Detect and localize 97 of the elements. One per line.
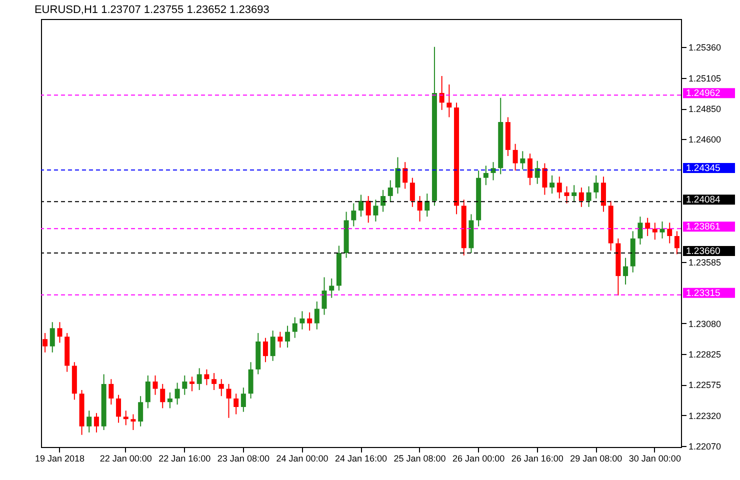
x-tick-label: 25 Jan 08:00 <box>394 454 446 464</box>
candlestick <box>652 222 658 240</box>
x-tick-label: 26 Jan 00:00 <box>452 454 505 464</box>
candlestick <box>50 322 55 353</box>
chart-title: EURUSD,H1 1.23707 1.23755 1.23652 1.23693 <box>34 4 270 16</box>
candlestick <box>240 387 246 412</box>
candlestick <box>572 184 577 203</box>
x-tick-label: 19 Jan 2018 <box>34 454 85 464</box>
y-tick-label: 1.23080 <box>688 318 722 329</box>
x-tick-label: 24 Jan 16:00 <box>334 454 388 464</box>
candlestick <box>196 368 202 391</box>
candlestick <box>190 376 194 392</box>
candlestick <box>234 393 239 415</box>
candlestick <box>307 312 312 332</box>
candlestick <box>528 153 532 186</box>
candlestick <box>358 194 364 218</box>
candlestick <box>490 162 496 181</box>
candlestick <box>285 325 290 348</box>
candlestick <box>402 162 408 190</box>
ref-line-label: 1.24084 <box>686 194 720 206</box>
candlestick <box>366 196 371 224</box>
candlestick <box>424 193 430 218</box>
y-tick-label: 1.25360 <box>688 42 722 52</box>
candlestick <box>417 196 422 222</box>
y-tick-label: 1.24850 <box>688 104 722 114</box>
candlestick <box>446 84 452 118</box>
candlestick <box>138 396 144 427</box>
ref-line-label: 1.24345 <box>686 162 720 174</box>
x-tick-label: 22 Jan 16:00 <box>158 454 211 464</box>
candlestick <box>94 412 99 433</box>
x-tick-label: 22 Jan 00:00 <box>100 454 152 464</box>
candlestick <box>373 199 378 222</box>
candlestick <box>278 331 283 348</box>
candlestick <box>556 176 562 199</box>
ref-line-label: 1.23861 <box>686 222 720 233</box>
candlestick <box>212 372 217 391</box>
y-tick-label: 1.22575 <box>688 380 722 390</box>
candlestick <box>542 162 548 196</box>
candlestick <box>674 230 680 255</box>
candlestick <box>292 316 298 338</box>
candlestick <box>395 156 400 194</box>
candlestick <box>550 174 555 194</box>
candlestick <box>645 217 650 237</box>
candlestick <box>226 383 232 418</box>
candlestick <box>174 382 180 406</box>
candlestick <box>578 187 584 208</box>
candlestick <box>123 410 128 426</box>
candlestick <box>270 330 276 362</box>
candlestick <box>351 202 356 227</box>
candlestick <box>638 216 643 246</box>
candlestick <box>182 374 188 396</box>
x-tick-label: 30 Jan 00:00 <box>628 454 681 464</box>
candlestick <box>512 143 518 172</box>
candlestick <box>520 150 526 170</box>
candlestick <box>594 174 599 199</box>
candlestick <box>86 410 92 433</box>
candlestick <box>322 276 327 316</box>
candlestick <box>262 337 268 363</box>
x-tick-label: 29 Jan 08:00 <box>570 454 622 464</box>
candlestick <box>167 392 172 409</box>
candlestick <box>145 374 150 409</box>
candlestick <box>152 374 158 396</box>
candlestick <box>660 220 665 239</box>
ref-line-label: 1.24962 <box>686 88 720 100</box>
candlestick <box>439 75 444 110</box>
candlestick <box>410 177 415 208</box>
y-tick-label: 1.23585 <box>688 258 722 268</box>
y-tick-label: 1.22070 <box>688 441 722 452</box>
candlestick <box>314 301 320 330</box>
candlestick <box>116 394 122 424</box>
candlestick <box>57 322 62 344</box>
candlestick <box>329 278 334 298</box>
candlestick <box>483 165 488 186</box>
candlestick <box>130 414 136 431</box>
y-tick-label: 1.22825 <box>688 350 722 360</box>
ref-line-label: 1.23315 <box>686 288 720 299</box>
candlestick <box>534 160 540 184</box>
candlestick <box>564 186 570 204</box>
y-tick-label: 1.22320 <box>688 410 722 421</box>
x-tick-label: 24 Jan 00:00 <box>276 454 328 464</box>
candlestick <box>300 310 305 330</box>
ref-line-label: 1.23660 <box>686 246 720 258</box>
candlestick <box>160 383 166 409</box>
y-tick-label: 1.24600 <box>688 134 722 145</box>
candlestick <box>623 257 628 286</box>
x-tick-label: 26 Jan 16:00 <box>511 454 564 464</box>
candlestick <box>667 222 672 244</box>
candlestick <box>586 186 592 208</box>
candlestick <box>204 368 210 386</box>
candlestick <box>600 176 606 212</box>
candlestick <box>218 378 224 397</box>
candlestick <box>380 189 386 212</box>
y-tick-label: 1.25105 <box>688 73 722 84</box>
candlestick <box>108 378 114 406</box>
candlestick <box>42 332 48 353</box>
candlestick <box>388 180 393 203</box>
x-tick-label: 23 Jan 08:00 <box>217 454 270 464</box>
